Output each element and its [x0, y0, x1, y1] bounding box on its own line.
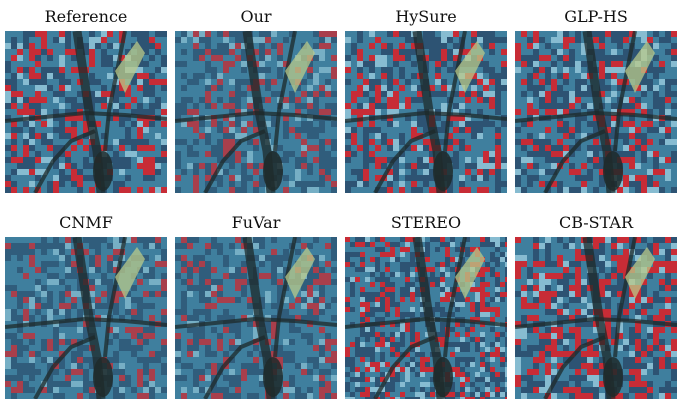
- panel-caption: Reference: [44, 7, 128, 26]
- figure-panel-hysure: HySure: [345, 3, 507, 193]
- satellite-image: [175, 237, 337, 399]
- panel-caption: GLP-HS: [564, 7, 628, 26]
- satellite-image: [175, 31, 337, 193]
- satellite-image: [515, 31, 677, 193]
- figure-panel-stereo: STEREO: [345, 209, 507, 399]
- satellite-image: [5, 237, 167, 399]
- panel-caption: FuVar: [231, 213, 281, 232]
- satellite-image: [345, 237, 507, 399]
- panel-caption: HySure: [395, 7, 457, 26]
- panel-caption: Our: [240, 7, 272, 26]
- panel-caption: CNMF: [59, 213, 113, 232]
- satellite-image: [5, 31, 167, 193]
- figure-panel-our: Our: [175, 3, 337, 193]
- satellite-image: [515, 237, 677, 399]
- panel-caption: STEREO: [390, 213, 462, 232]
- figure-panel-cb-star: CB-STAR: [515, 209, 677, 399]
- figure-panel-glp-hs: GLP-HS: [515, 3, 677, 193]
- figure-panel-cnmf: CNMF: [5, 209, 167, 399]
- satellite-image: [345, 31, 507, 193]
- figure-panel-fuvar: FuVar: [175, 209, 337, 399]
- figure-panel-reference: Reference: [5, 3, 167, 193]
- panel-caption: CB-STAR: [558, 213, 634, 232]
